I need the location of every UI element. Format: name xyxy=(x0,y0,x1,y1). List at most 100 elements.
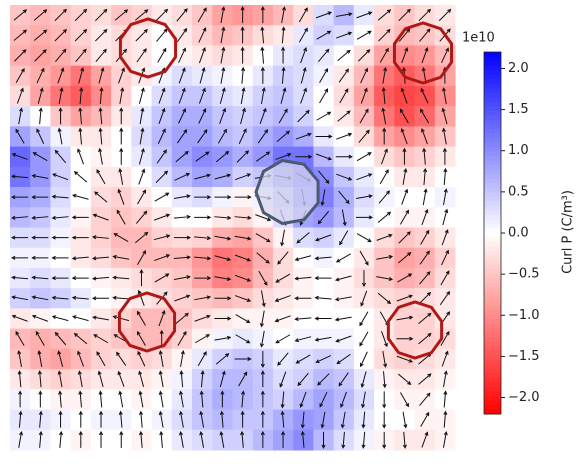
arrow xyxy=(240,46,245,64)
arrow xyxy=(320,189,326,207)
arrow xyxy=(294,276,312,281)
arrow xyxy=(173,275,191,280)
arrow xyxy=(158,350,164,367)
colorbar-tick-label: −1.0 xyxy=(508,308,540,323)
arrow xyxy=(236,150,250,163)
colorbar-step xyxy=(484,350,501,356)
colorbar-step xyxy=(484,373,501,379)
arrow xyxy=(195,151,210,162)
arrow xyxy=(377,211,392,223)
arrow xyxy=(234,235,252,241)
arrow xyxy=(335,12,353,17)
arrow xyxy=(214,195,232,200)
arrow xyxy=(158,107,166,124)
arrow xyxy=(275,273,291,283)
arrow xyxy=(71,235,89,240)
arrow xyxy=(158,410,164,428)
arrow xyxy=(135,210,148,224)
arrow xyxy=(441,350,449,367)
arrow xyxy=(92,315,109,321)
arrow xyxy=(199,390,204,408)
arrow xyxy=(419,28,431,42)
arrow xyxy=(135,28,148,42)
arrow xyxy=(33,29,48,41)
arrow xyxy=(180,350,185,367)
arrow xyxy=(112,254,130,260)
arrow xyxy=(93,334,109,344)
arrow xyxy=(155,8,169,22)
colorbar-step xyxy=(484,210,501,216)
colorbar-step xyxy=(484,223,501,229)
arrow xyxy=(397,373,412,386)
arrow xyxy=(98,410,104,428)
arrow xyxy=(215,353,230,365)
arrow xyxy=(317,373,330,386)
arrow xyxy=(420,108,430,124)
arrow xyxy=(399,392,409,408)
colorbar-step xyxy=(484,355,501,361)
arrow xyxy=(443,188,448,206)
arrow xyxy=(31,314,49,322)
arrow xyxy=(194,314,211,322)
arrow xyxy=(157,128,166,144)
arrow xyxy=(31,275,49,280)
arrow xyxy=(340,391,347,408)
arrow xyxy=(338,372,349,387)
arrow xyxy=(294,316,312,322)
arrow xyxy=(18,410,23,428)
arrow xyxy=(35,330,45,346)
arrow xyxy=(197,7,207,23)
colorbar-step xyxy=(484,282,501,288)
arrow xyxy=(378,28,391,42)
arrow xyxy=(37,370,42,388)
arrow xyxy=(396,336,414,341)
arrow xyxy=(418,332,432,345)
arrow xyxy=(398,8,411,22)
arrow xyxy=(14,49,27,62)
arrow xyxy=(98,107,103,125)
colorbar-step xyxy=(484,219,501,225)
arrow xyxy=(402,411,408,429)
colorbar-step xyxy=(484,314,501,320)
arrow xyxy=(380,331,388,348)
arrow xyxy=(194,276,212,281)
arrow xyxy=(259,330,265,348)
arrow xyxy=(36,67,45,84)
arrow xyxy=(357,49,371,62)
arrow xyxy=(96,351,106,367)
arrow xyxy=(38,410,43,428)
colorbar-tick-label: −2.0 xyxy=(508,390,540,405)
arrow xyxy=(91,276,110,281)
arrow xyxy=(382,431,387,449)
arrow xyxy=(136,330,146,346)
arrow xyxy=(54,8,67,22)
colorbar-step xyxy=(484,409,501,415)
arrow xyxy=(18,430,24,448)
arrow xyxy=(38,430,43,448)
arrow xyxy=(173,194,191,200)
arrow xyxy=(36,128,45,144)
colorbar-step xyxy=(484,233,501,239)
arrow xyxy=(400,127,408,145)
arrow xyxy=(99,86,104,105)
arrow xyxy=(57,370,63,388)
arrow xyxy=(422,188,428,206)
arrow xyxy=(220,26,226,44)
arrow xyxy=(300,47,308,64)
arrow xyxy=(276,130,291,143)
colorbar-tick-label: 0.0 xyxy=(508,226,529,241)
arrow xyxy=(335,253,351,263)
arrow xyxy=(119,147,124,165)
arrow xyxy=(234,215,252,220)
arrow xyxy=(11,152,28,160)
colorbar-step xyxy=(484,323,501,329)
colorbar-step xyxy=(484,273,501,279)
arrow xyxy=(118,410,123,428)
arrow xyxy=(139,107,145,125)
arrow xyxy=(440,270,450,286)
arrow xyxy=(320,411,326,429)
arrow xyxy=(136,48,147,63)
arrow xyxy=(55,48,67,63)
arrow xyxy=(178,47,186,64)
arrow xyxy=(321,431,326,449)
